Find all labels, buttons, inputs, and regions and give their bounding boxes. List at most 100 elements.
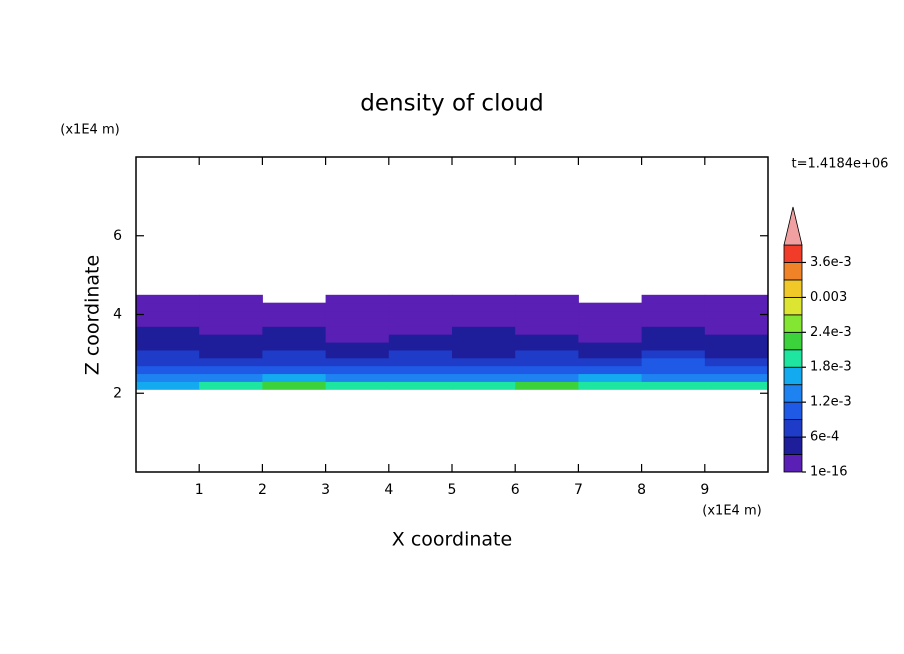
contour-cell xyxy=(262,310,327,319)
colorbar-box xyxy=(783,296,803,316)
contour-cell xyxy=(578,357,643,367)
contour-cell xyxy=(136,373,200,382)
contour-cell xyxy=(199,334,263,343)
contour-cell xyxy=(452,318,516,327)
contour-cell xyxy=(325,381,390,390)
colorbar-label: 6e-4 xyxy=(810,430,839,445)
contour-cell xyxy=(199,365,263,375)
contour-cell xyxy=(262,318,327,327)
contour-cell xyxy=(578,318,643,327)
y-unit: (x1E4 m) xyxy=(60,123,119,138)
contour-cell xyxy=(199,357,263,367)
x-unit: (x1E4 m) xyxy=(702,504,761,519)
contour-cell xyxy=(452,373,516,382)
contour-cell xyxy=(388,381,453,390)
colorbar-box xyxy=(783,454,803,473)
y-tick-label: 6 xyxy=(113,228,122,244)
contour-cell xyxy=(578,326,643,335)
contour-cell xyxy=(388,365,453,375)
contour-cell xyxy=(325,373,390,382)
contour-cell xyxy=(452,342,516,351)
time-label: t=1.4184e+06 xyxy=(792,157,889,172)
contour-cell xyxy=(704,310,769,319)
contour-cell xyxy=(136,349,200,359)
contour-cell xyxy=(388,349,453,359)
contour-cell xyxy=(325,342,390,351)
colorbar-label: 1.8e-3 xyxy=(810,360,852,375)
contour-cell xyxy=(325,334,390,343)
contour-cell xyxy=(136,302,200,312)
contour-cell xyxy=(136,334,200,343)
contour-cell xyxy=(578,373,643,382)
contour-cell xyxy=(704,365,769,375)
contour-cell xyxy=(515,294,579,304)
contour-cell xyxy=(262,334,327,343)
contour-cell xyxy=(199,349,263,359)
contour-cell xyxy=(325,357,390,367)
contour-cell xyxy=(452,357,516,367)
y-tick-label: 4 xyxy=(113,307,122,323)
contour-cell xyxy=(641,334,706,343)
contour-cell xyxy=(578,334,643,343)
contour-cell xyxy=(262,381,327,390)
contour-cell xyxy=(704,381,769,390)
contour-cell xyxy=(515,373,579,382)
colorbar-box xyxy=(783,349,803,368)
chart-title: density of cloud xyxy=(360,91,543,117)
contour-cell xyxy=(578,310,643,319)
x-axis-title: X coordinate xyxy=(392,529,512,551)
x-tick-label: 3 xyxy=(321,482,330,498)
colorbar-label: 0.003 xyxy=(810,290,847,305)
contour-cell xyxy=(262,357,327,367)
colorbar-extend xyxy=(783,206,803,246)
contour-cell xyxy=(515,302,579,312)
contour-cell xyxy=(325,326,390,335)
contour-cell xyxy=(641,349,706,359)
contour-cell xyxy=(388,334,453,343)
x-tick-label: 7 xyxy=(574,482,583,498)
colorbar-box xyxy=(783,279,803,298)
colorbar-box xyxy=(783,331,803,351)
contour-cell xyxy=(262,302,327,312)
x-tick-label: 6 xyxy=(511,482,520,498)
contour-cell xyxy=(515,326,579,335)
contour-cell xyxy=(136,294,200,304)
contour-cell xyxy=(199,381,263,390)
contour-cell xyxy=(452,326,516,335)
x-tick-label: 5 xyxy=(448,482,457,498)
colorbar-label: 1.2e-3 xyxy=(810,395,852,410)
contour-cell xyxy=(325,318,390,327)
contour-cell xyxy=(704,318,769,327)
contour-cell xyxy=(325,302,390,312)
colorbar-box xyxy=(783,419,803,438)
contour-cell xyxy=(199,302,263,312)
contour-cell xyxy=(136,326,200,335)
contour-cell xyxy=(136,381,200,390)
colorbar-label: 2.4e-3 xyxy=(810,325,852,340)
contour-cell xyxy=(325,349,390,359)
colorbar-box xyxy=(783,401,803,421)
contour-cell xyxy=(262,373,327,382)
contour-cell xyxy=(641,310,706,319)
contour-cell xyxy=(388,294,453,304)
contour-cell xyxy=(262,349,327,359)
colorbar-box xyxy=(783,366,803,386)
contour-cell xyxy=(578,302,643,312)
colorbar-label: 3.6e-3 xyxy=(810,255,852,270)
contour-cell xyxy=(325,310,390,319)
colorbar-box xyxy=(783,436,803,455)
contour-cell xyxy=(388,342,453,351)
colorbar-box xyxy=(783,262,803,281)
contour-cell xyxy=(388,373,453,382)
contour-cell xyxy=(452,302,516,312)
contour-cell xyxy=(136,318,200,327)
contour-cell xyxy=(388,318,453,327)
contour-cell xyxy=(641,357,706,367)
contour-cell xyxy=(515,342,579,351)
contour-cell xyxy=(325,365,390,375)
contour-cell xyxy=(199,326,263,335)
contour-cell xyxy=(515,318,579,327)
contour-cell xyxy=(578,365,643,375)
contour-cell xyxy=(199,373,263,382)
